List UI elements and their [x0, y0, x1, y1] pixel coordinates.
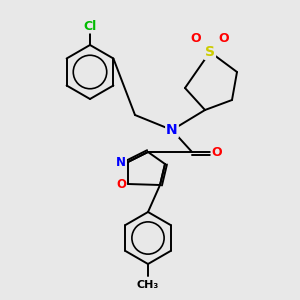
Text: O: O [219, 32, 229, 46]
Text: Cl: Cl [83, 20, 97, 32]
Text: N: N [166, 123, 178, 137]
Text: O: O [191, 32, 201, 46]
Text: S: S [205, 45, 215, 59]
Text: O: O [116, 178, 126, 190]
Text: N: N [116, 155, 126, 169]
Text: O: O [212, 146, 222, 158]
Text: CH₃: CH₃ [137, 280, 159, 290]
